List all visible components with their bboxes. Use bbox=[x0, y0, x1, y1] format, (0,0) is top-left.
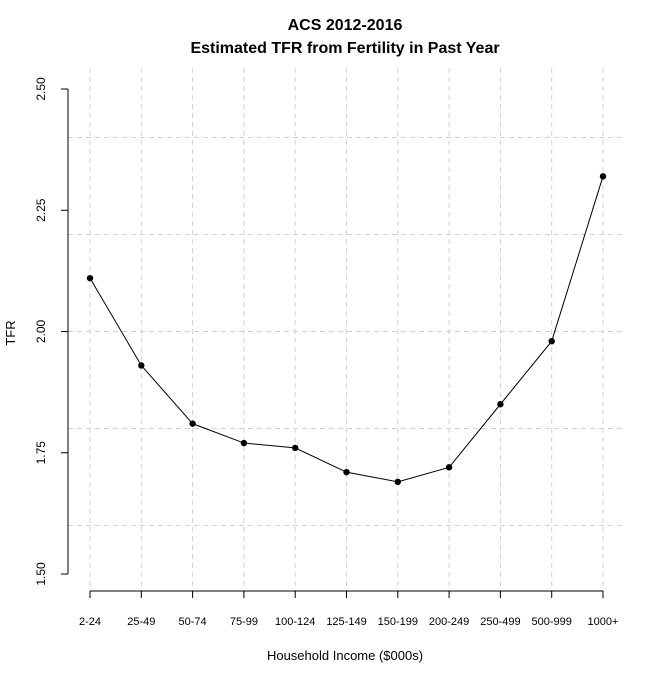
data-point bbox=[189, 420, 196, 427]
x-tick-label: 500-999 bbox=[532, 616, 572, 628]
grid-layer bbox=[68, 68, 626, 594]
x-tick-label: 1000+ bbox=[588, 616, 619, 628]
x-tick-label: 200-249 bbox=[429, 616, 469, 628]
series-layer bbox=[86, 173, 607, 486]
chart-title: ACS 2012-2016 bbox=[288, 17, 403, 34]
data-point bbox=[240, 439, 248, 447]
y-tick-label: 2.25 bbox=[34, 198, 48, 222]
y-tick-label: 2.50 bbox=[34, 77, 48, 101]
data-point bbox=[138, 362, 145, 369]
x-tick-label: 50-74 bbox=[179, 616, 207, 628]
x-tick-label: 25-49 bbox=[127, 616, 155, 628]
axis-layer: 1.50 1.75 2.00 2.25 2.50 2-24 25-49 50-74 75-99 1… bbox=[34, 77, 618, 628]
data-point bbox=[394, 478, 401, 486]
x-tick-label: 2-24 bbox=[79, 616, 101, 628]
y-tick-label: 1.50 bbox=[34, 562, 48, 586]
data-point bbox=[86, 274, 94, 282]
data-point bbox=[497, 401, 504, 408]
x-tick-label: 75-99 bbox=[230, 616, 258, 628]
data-point bbox=[548, 338, 555, 345]
x-tick-label: 150-199 bbox=[378, 616, 418, 628]
x-tick-label: 250-499 bbox=[480, 616, 520, 628]
data-point bbox=[599, 173, 607, 180]
data-point bbox=[343, 468, 350, 476]
x-tick-label: 100-124 bbox=[275, 616, 315, 628]
data-point bbox=[292, 444, 299, 452]
y-axis-label: TFR bbox=[3, 320, 18, 345]
y-tick-label: 1.75 bbox=[34, 441, 48, 465]
data-point bbox=[445, 464, 453, 471]
x-tick-label: 125-149 bbox=[326, 616, 366, 628]
y-tick-label: 2.00 bbox=[34, 319, 48, 343]
chart-subtitle: Estimated TFR from Fertility in Past Yea… bbox=[190, 40, 499, 57]
x-axis-label: Household Income ($000s) bbox=[267, 648, 423, 663]
